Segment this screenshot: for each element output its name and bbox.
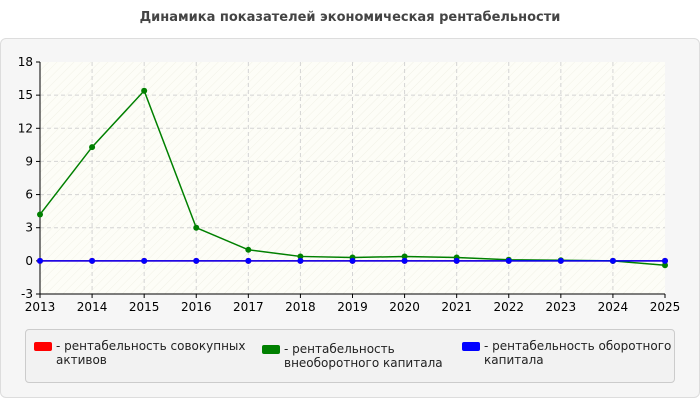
data-point-2-12: [662, 257, 668, 264]
x-tick-label: 2016: [181, 300, 212, 314]
data-point-1-5: [297, 253, 304, 260]
data-point-2-8: [453, 257, 460, 264]
y-tick-label: 15: [18, 88, 33, 102]
data-point-2-10: [557, 257, 564, 264]
y-tick-label: 3: [25, 221, 33, 235]
y-tick-labels: -3 0 3 6 9 12 15 18: [18, 55, 33, 301]
y-tick-label: 9: [25, 154, 33, 168]
data-point-1-12: [662, 262, 668, 269]
legend-label: - рентабельность совокупных активов: [56, 339, 246, 367]
x-tick-label: 2025: [650, 300, 681, 314]
data-point-2-11: [609, 257, 616, 264]
legend-item-working-capital[interactable]: - рентабельность оборотного капитала: [462, 339, 672, 367]
x-tick-label: 2013: [25, 300, 56, 314]
data-point-1-2: [141, 87, 148, 94]
y-tick-label: -3: [21, 287, 33, 301]
x-tick-label: 2020: [389, 300, 420, 314]
legend-item-total-assets[interactable]: - рентабельность совокупных активов: [34, 339, 249, 367]
data-point-1-3: [193, 224, 200, 231]
series-group: [37, 87, 668, 269]
legend-label: - рентабельность внеоборотного капитала: [284, 342, 443, 370]
data-point-2-7: [401, 257, 408, 264]
grid-lines: [40, 62, 665, 294]
legend-swatch-green: [262, 345, 280, 354]
data-point-1-7: [401, 253, 408, 260]
data-point-2-1: [89, 257, 96, 264]
x-tick-label: 2018: [285, 300, 316, 314]
x-tick-label: 2024: [598, 300, 629, 314]
axes: [36, 61, 666, 298]
data-point-2-5: [297, 257, 304, 264]
x-tick-label: 2021: [441, 300, 472, 314]
x-tick-label: 2023: [546, 300, 577, 314]
data-point-1-4: [245, 246, 252, 253]
x-tick-labels: 2013 2014 2015 2016 2017 2018 2019 2020 2021 2022…: [25, 300, 681, 314]
legend-swatch-red: [34, 342, 52, 351]
x-tick-label: 2014: [77, 300, 108, 314]
data-point-2-2: [141, 257, 148, 264]
chart-title: Динамика показателей экономическая рента…: [139, 10, 561, 25]
data-point-2-3: [193, 257, 200, 264]
legend-item-fixed-capital[interactable]: - рентабельность внеоборотного капитала: [262, 342, 452, 370]
data-point-2-4: [245, 257, 252, 264]
y-tick-label: 18: [18, 55, 33, 69]
data-point-2-6: [349, 257, 356, 264]
x-tick-label: 2022: [493, 300, 524, 314]
legend: - рентабельность совокупных активов - ре…: [25, 329, 675, 383]
legend-swatch-blue: [462, 342, 480, 351]
x-tick-label: 2017: [233, 300, 264, 314]
data-point-2-9: [505, 257, 512, 264]
x-tick-label: 2019: [337, 300, 368, 314]
legend-label: - рентабельность оборотного капитала: [484, 339, 672, 367]
data-point-1-1: [89, 144, 96, 151]
y-tick-label: 6: [25, 188, 33, 202]
data-point-1-0: [37, 211, 43, 218]
y-tick-label: 0: [25, 254, 33, 268]
y-tick-label: 12: [18, 121, 33, 135]
series-2: [37, 257, 668, 264]
x-tick-label: 2015: [129, 300, 160, 314]
data-point-2-0: [37, 257, 43, 264]
